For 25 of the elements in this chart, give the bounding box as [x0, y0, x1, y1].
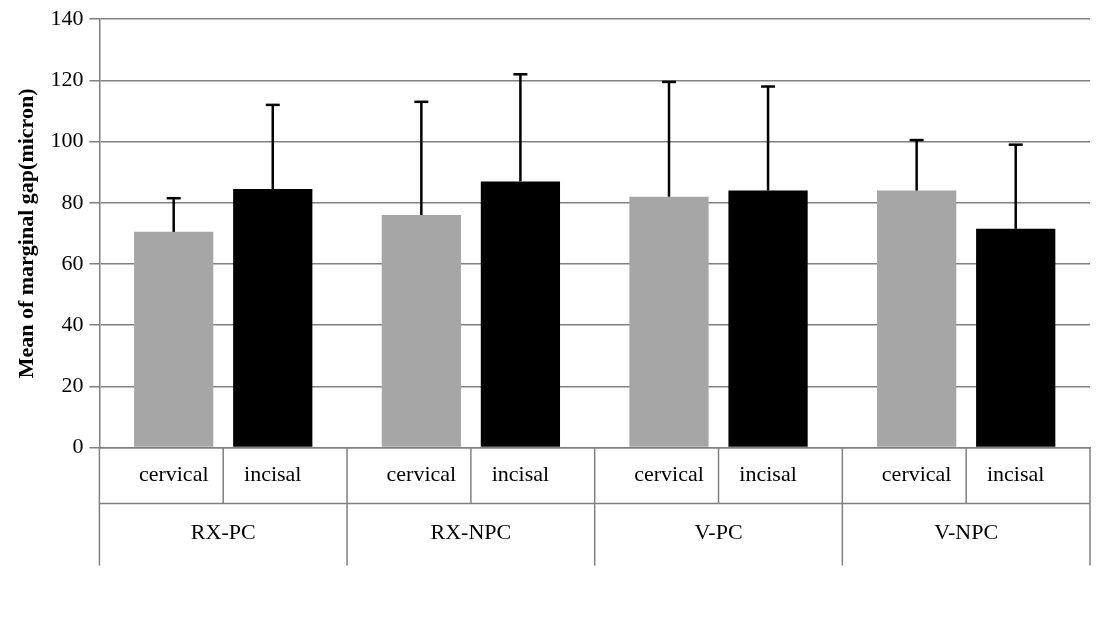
bar [134, 231, 214, 447]
bar [877, 190, 957, 447]
x-tick-label: V-NPC [934, 518, 999, 544]
y-tick-label: 40 [61, 310, 84, 336]
y-tick-label: 80 [61, 188, 84, 214]
y-axis-title: Mean of marginal gap(micron) [12, 88, 38, 379]
series-label: cervical [138, 461, 209, 487]
y-tick-label: 140 [50, 4, 84, 30]
text: incisal [491, 461, 550, 487]
bar [629, 196, 709, 447]
y-tick-label: 20 [61, 372, 84, 398]
y-tick-label: 0 [72, 433, 84, 459]
series-label: incisal [244, 461, 302, 487]
y-tick-label: 100 [50, 127, 84, 153]
text: incisal [986, 461, 1045, 487]
y-tick-label: 120 [50, 66, 84, 92]
y-tick-label: 60 [61, 249, 84, 275]
x-tick-label: RX-PC [190, 518, 256, 544]
text: cervical [386, 461, 457, 487]
text: cervical [634, 461, 704, 487]
bar [381, 215, 461, 447]
x-tick-label: RX-NPC [430, 518, 512, 544]
x-tick-label: V-PC [694, 518, 743, 544]
text: cervical [881, 461, 952, 487]
text: incisal [739, 461, 797, 487]
